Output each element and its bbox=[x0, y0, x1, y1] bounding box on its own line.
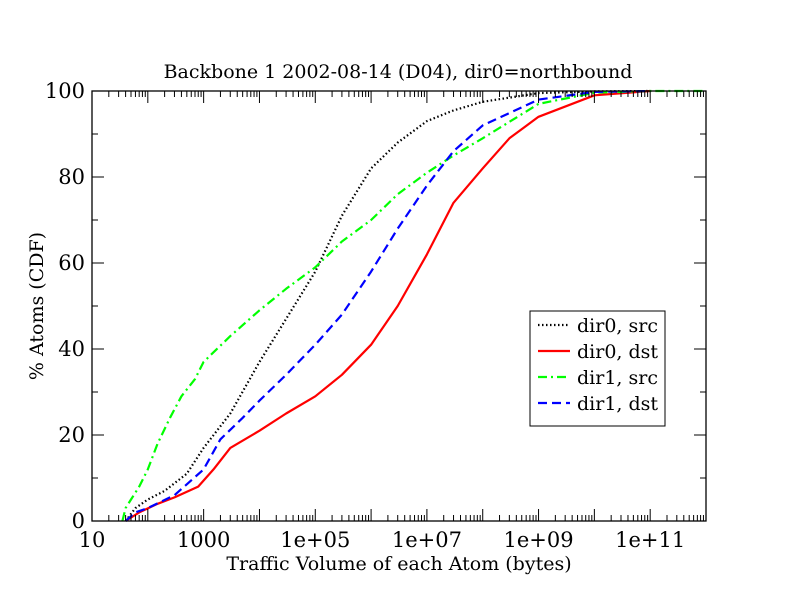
y-tick-label: 100 bbox=[45, 79, 85, 103]
x-tick-label: 1e+11 bbox=[615, 528, 685, 552]
legend-label: dir0, dst bbox=[577, 341, 658, 363]
y-tick-label: 20 bbox=[58, 423, 85, 447]
x-axis-label: Traffic Volume of each Atom (bytes) bbox=[226, 553, 571, 575]
y-axis-label: % Atoms (CDF) bbox=[26, 232, 48, 380]
legend: dir0, src dir0, dst dir1, src dir1, dst bbox=[529, 310, 666, 427]
x-tick-label: 10 bbox=[79, 528, 106, 552]
legend-label: dir1, src bbox=[577, 367, 658, 389]
axis-ticks bbox=[91, 90, 707, 522]
y-tick-label: 80 bbox=[58, 165, 85, 189]
x-tick-label: 1000 bbox=[177, 528, 230, 552]
series-line-4 bbox=[124, 89, 651, 522]
y-tick-label: 40 bbox=[58, 337, 85, 361]
chart-title: Backbone 1 2002-08-14 (D04), dir0=northb… bbox=[164, 61, 633, 83]
series-line-3 bbox=[121, 89, 706, 522]
legend-box bbox=[529, 310, 666, 427]
x-tick-label: 1e+09 bbox=[503, 528, 573, 552]
y-tick-label: 0 bbox=[72, 509, 85, 533]
legend-label: dir0, src bbox=[577, 315, 658, 337]
x-tick-label: 1e+07 bbox=[392, 528, 462, 552]
x-tick-label: 1e+05 bbox=[280, 528, 350, 552]
series-layer bbox=[121, 89, 706, 522]
series-line-2 bbox=[125, 89, 651, 522]
y-tick-label: 60 bbox=[58, 251, 85, 275]
axis-tick-labels: 10 1000 1e+05 1e+07 1e+09 1e+11 0 20 40 60 80 100 bbox=[45, 79, 685, 552]
legend-entries: dir0, src dir0, dst dir1, src dir1, dst bbox=[538, 315, 658, 415]
legend-label: dir1, dst bbox=[577, 393, 658, 415]
